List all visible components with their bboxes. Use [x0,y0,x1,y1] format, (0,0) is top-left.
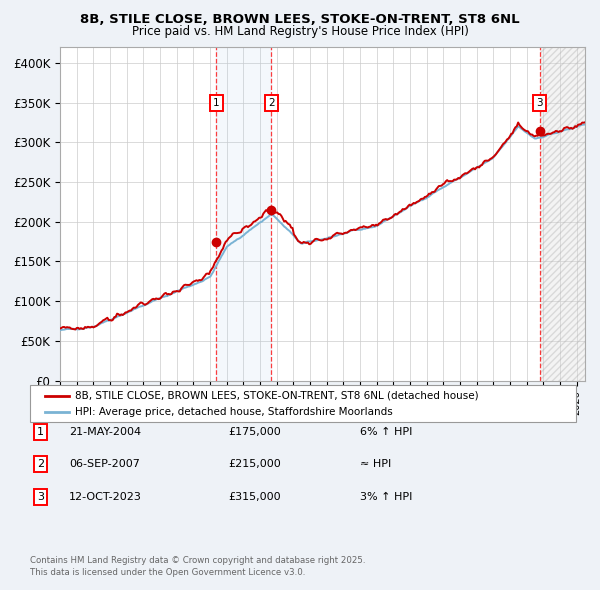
Bar [539,47,585,381]
Text: Contains HM Land Registry data © Crown copyright and database right 2025.: Contains HM Land Registry data © Crown c… [30,556,365,565]
Text: 3% ↑ HPI: 3% ↑ HPI [360,492,412,502]
Text: £315,000: £315,000 [228,492,281,502]
Text: This data is licensed under the Open Government Licence v3.0.: This data is licensed under the Open Gov… [30,568,305,577]
Bar [539,47,585,381]
Text: 8B, STILE CLOSE, BROWN LEES, STOKE-ON-TRENT, ST8 6NL (detached house): 8B, STILE CLOSE, BROWN LEES, STOKE-ON-TR… [75,391,479,401]
Text: Price paid vs. HM Land Registry's House Price Index (HPI): Price paid vs. HM Land Registry's House … [131,25,469,38]
Text: £175,000: £175,000 [228,427,281,437]
Text: 1: 1 [37,427,44,437]
Text: 8B, STILE CLOSE, BROWN LEES, STOKE-ON-TRENT, ST8 6NL: 8B, STILE CLOSE, BROWN LEES, STOKE-ON-TR… [80,13,520,26]
Text: ≈ HPI: ≈ HPI [360,460,391,469]
Text: 12-OCT-2023: 12-OCT-2023 [69,492,142,502]
Text: 06-SEP-2007: 06-SEP-2007 [69,460,140,469]
Text: 2: 2 [268,98,275,108]
Text: 21-MAY-2004: 21-MAY-2004 [69,427,141,437]
Text: 2: 2 [37,460,44,469]
Text: 3: 3 [37,492,44,502]
Text: 3: 3 [536,98,543,108]
Text: 1: 1 [213,98,220,108]
Text: 6% ↑ HPI: 6% ↑ HPI [360,427,412,437]
Bar [217,47,271,381]
Text: HPI: Average price, detached house, Staffordshire Moorlands: HPI: Average price, detached house, Staf… [75,407,393,417]
Text: £215,000: £215,000 [228,460,281,469]
